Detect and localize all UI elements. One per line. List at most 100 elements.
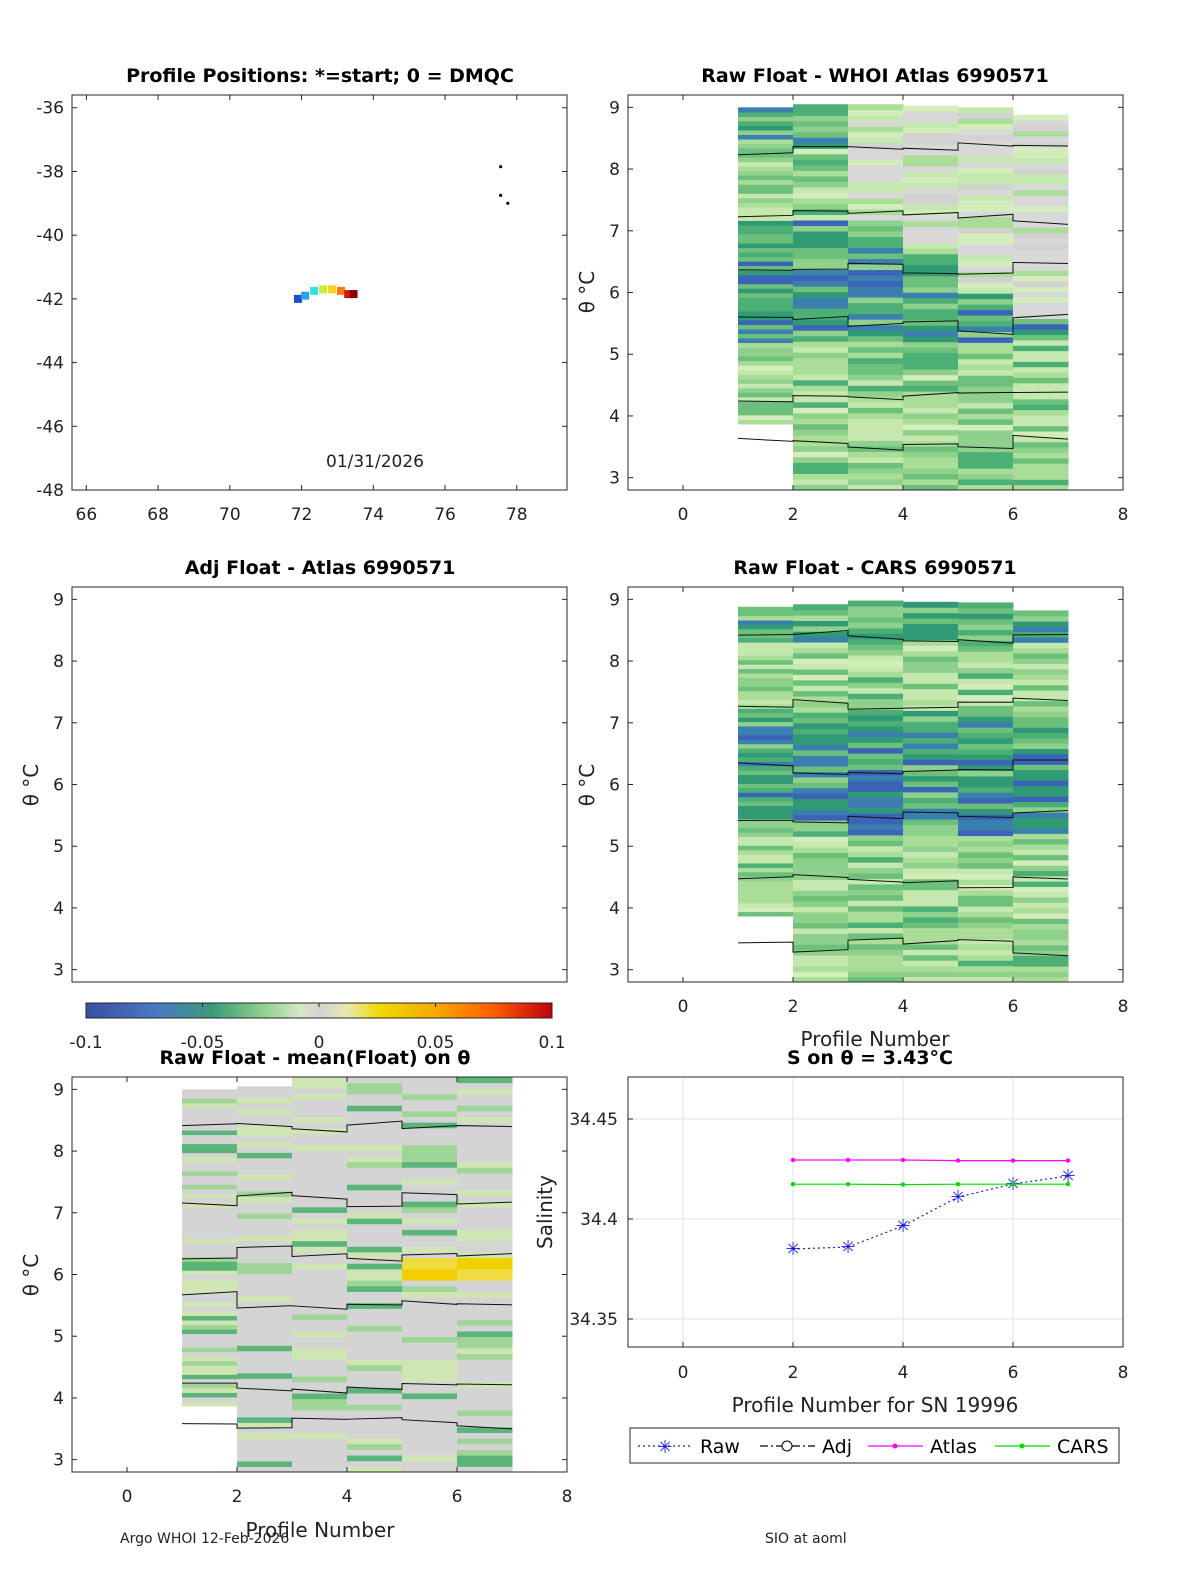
heatmap-cell bbox=[182, 1125, 238, 1131]
heatmap-cell bbox=[903, 715, 959, 722]
heatmap-cell bbox=[958, 841, 1014, 847]
heatmap-cell bbox=[237, 1124, 293, 1131]
heatmap-cell bbox=[958, 342, 1014, 349]
heatmap-cell bbox=[182, 1292, 238, 1298]
heatmap-cell bbox=[738, 184, 794, 190]
heatmap-cell bbox=[848, 115, 904, 122]
heatmap-cell bbox=[793, 604, 849, 611]
colorbar-tick-label: -0.05 bbox=[181, 1033, 225, 1053]
heatmap-cell bbox=[738, 197, 794, 203]
heatmap-cell bbox=[402, 1314, 458, 1321]
heatmap-cell bbox=[903, 840, 959, 847]
heatmap-cell bbox=[903, 154, 959, 161]
heatmap-cell bbox=[292, 1359, 348, 1366]
heatmap-cell bbox=[793, 429, 849, 436]
heatmap-cell bbox=[457, 1415, 513, 1422]
heatmap-cell bbox=[1013, 146, 1069, 153]
heatmap-cell bbox=[237, 1135, 293, 1142]
heatmap-cell bbox=[1013, 355, 1069, 362]
heatmap-cell bbox=[848, 214, 904, 221]
x-tick-label: 4 bbox=[898, 505, 909, 525]
heatmap-cell bbox=[958, 227, 1014, 234]
legend-marker-cars bbox=[1019, 1443, 1025, 1449]
x-tick-label: 2 bbox=[788, 997, 799, 1017]
heatmap-cell bbox=[347, 1426, 403, 1433]
heatmap-cell bbox=[182, 1365, 238, 1371]
heatmap-cell bbox=[1013, 168, 1069, 175]
heatmap-cell bbox=[457, 1297, 513, 1304]
heatmap-cell bbox=[848, 142, 904, 149]
heatmap-cell bbox=[292, 1393, 348, 1400]
heatmap-cell bbox=[182, 1188, 238, 1194]
heatmap-cell bbox=[237, 1235, 293, 1242]
heatmap-cell bbox=[182, 1202, 238, 1208]
heatmap-cell bbox=[848, 291, 904, 298]
heatmap-cell bbox=[903, 688, 959, 695]
heatmap-cell bbox=[793, 148, 849, 155]
heatmap-cell bbox=[182, 1161, 238, 1167]
heatmap-cell bbox=[237, 1262, 293, 1269]
heatmap-cell bbox=[738, 712, 794, 718]
heatmap-cell bbox=[182, 1297, 238, 1303]
heatmap-cell bbox=[793, 615, 849, 621]
heatmap-cell bbox=[793, 396, 849, 403]
heatmap-cell bbox=[292, 1235, 348, 1242]
x-tick-label: 8 bbox=[1118, 505, 1129, 525]
heatmap-cell bbox=[738, 792, 794, 798]
salinity-panel: S on θ = 3.43°C ✳ ✳ ✳ ✳ ✳ ✳ 0 2 4 6 8 34.35 34.4 34.… bbox=[533, 1047, 1128, 1464]
heatmap-cell bbox=[738, 902, 794, 908]
heatmap-cell bbox=[1013, 479, 1069, 486]
heatmap-cell bbox=[793, 170, 849, 177]
heatmap-cell bbox=[1013, 684, 1069, 691]
heatmap-cell bbox=[958, 765, 1014, 772]
heatmap-cell bbox=[958, 727, 1014, 734]
heatmap-cell bbox=[738, 265, 794, 271]
heatmap-cell bbox=[1013, 812, 1069, 818]
heatmap-cell bbox=[457, 1116, 513, 1123]
heatmap-cell bbox=[347, 1077, 403, 1084]
heatmap-cell bbox=[738, 243, 794, 249]
heatmap-cell bbox=[903, 639, 959, 646]
heatmap-cell bbox=[738, 292, 794, 298]
heatmap-cell bbox=[1013, 484, 1069, 491]
heatmap-cell bbox=[347, 1381, 403, 1388]
heatmap-cell bbox=[793, 192, 849, 199]
heatmap-cell bbox=[1013, 431, 1069, 437]
heatmap-cell bbox=[738, 832, 794, 837]
heatmap-cell bbox=[738, 170, 794, 176]
heatmap-cell bbox=[848, 385, 904, 392]
heatmap-cell bbox=[457, 1353, 513, 1360]
heatmap-cell bbox=[793, 679, 849, 686]
heatmap-cell bbox=[793, 852, 849, 859]
heatmap-cell bbox=[738, 419, 794, 425]
heatmap-cell bbox=[738, 734, 794, 740]
heatmap-cell bbox=[793, 609, 849, 616]
contour-line bbox=[737, 142, 1069, 156]
heatmap-cell bbox=[793, 407, 849, 414]
heatmap-cell bbox=[402, 1251, 458, 1259]
heatmap-cell bbox=[793, 642, 849, 648]
heatmap-cell bbox=[793, 911, 849, 918]
mean-ticks: 0 2 4 6 8 3 4 5 6 7 8 9 bbox=[53, 1077, 572, 1507]
heatmap-cell bbox=[848, 769, 904, 776]
heatmap-cell bbox=[958, 123, 1014, 130]
heatmap-cell bbox=[958, 862, 1014, 869]
heatmap-cell bbox=[292, 1223, 348, 1230]
heatmap-cell bbox=[903, 352, 959, 359]
heatmap-cell bbox=[958, 803, 1014, 809]
heatmap-cell bbox=[347, 1257, 403, 1264]
heatmap-cell bbox=[903, 905, 959, 912]
heatmap-cell bbox=[903, 160, 959, 167]
heatmap-cell bbox=[402, 1364, 458, 1371]
y-tick-label: -42 bbox=[36, 290, 64, 310]
heatmap-cell bbox=[237, 1251, 293, 1258]
heatmap-cell bbox=[958, 857, 1014, 864]
heatmap-cell bbox=[848, 976, 904, 983]
heatmap-cell bbox=[738, 405, 794, 411]
heatmap-cell bbox=[738, 779, 794, 784]
heatmap-cell bbox=[347, 1347, 403, 1354]
heatmap-cell bbox=[958, 129, 1014, 136]
heatmap-cell bbox=[903, 292, 959, 299]
heatmap-cell bbox=[903, 402, 959, 409]
heatmap-cell bbox=[738, 139, 794, 145]
